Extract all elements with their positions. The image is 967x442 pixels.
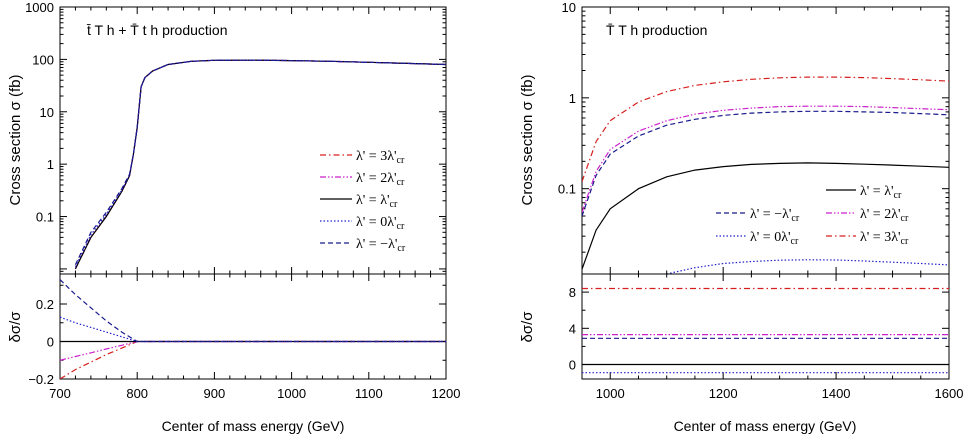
y-tick-label: 0.2 xyxy=(36,297,54,312)
legend-label-2: λ' = 2λ'cr xyxy=(860,207,909,224)
right-top-series-1 xyxy=(582,110,949,217)
right-top-series-4 xyxy=(582,76,949,182)
right-top-series-0 xyxy=(582,162,949,270)
right-figure: Cross section σ (fb) δσ/σ Center of mass… xyxy=(519,0,963,434)
legend-label-1: λ' = −λ'cr xyxy=(750,207,800,224)
legend-label-4: λ' = 3λ'cr xyxy=(860,230,909,247)
x-tick-label: 800 xyxy=(126,386,148,401)
x-tick-label: 900 xyxy=(204,386,226,401)
y-tick-label: 0.1 xyxy=(36,210,54,225)
left-figure: Cross section σ (fb) δσ/σ Center of mass… xyxy=(7,0,460,434)
right-y-axis-label-top: Cross section σ (fb) xyxy=(519,75,536,206)
left-bottom-series-1 xyxy=(60,340,446,361)
x-tick-label: 700 xyxy=(49,386,71,401)
legend-label-1: λ' = 2λ'cr xyxy=(356,171,405,188)
y-tick-label: 100 xyxy=(32,52,54,67)
y-tick-label: 10 xyxy=(40,105,54,120)
right-top-series xyxy=(582,76,949,274)
left-top-series xyxy=(74,59,446,270)
right-top-legend: λ' = λ'cr λ' = −λ'cr λ' = 2λ'cr λ' = 0λ'cr λ… xyxy=(716,184,909,247)
x-tick-label: 1000 xyxy=(277,386,306,401)
right-bottom-series xyxy=(582,287,949,374)
legend-label-0: λ' = λ'cr xyxy=(860,184,902,201)
right-top-panel: 10 1 0.1 T̄ T h production λ' = λ'cr λ' = −… xyxy=(558,0,950,275)
right-top-title: T̄ T h production xyxy=(606,22,707,38)
y-tick-label: 1 xyxy=(47,157,54,172)
right-bottom-ticks: 8 4 0 1000 1200 1400 1600 xyxy=(569,274,964,401)
y-tick-label: 1 xyxy=(569,91,576,106)
right-bottom-frame xyxy=(581,273,950,380)
y-tick-label: 0.1 xyxy=(558,182,576,197)
left-top-title: t̄ T h + T̄ t h production xyxy=(87,22,228,38)
right-top-series-2 xyxy=(582,105,949,213)
y-tick-label: 4 xyxy=(569,321,576,336)
left-top-panel: 1000 100 10 1 0.1 t̄ T h + T̄ t h production… xyxy=(25,0,447,275)
left-bottom-series xyxy=(60,279,446,379)
x-tick-label: 1200 xyxy=(709,386,738,401)
legend-label-0: λ' = 3λ'cr xyxy=(356,149,405,166)
left-y-axis-label-bottom: δσ/σ xyxy=(7,311,24,343)
legend-label-2: λ' = λ'cr xyxy=(356,193,398,210)
legend-label-3: λ' = 0λ'cr xyxy=(356,215,405,232)
left-y-axis-label-top: Cross section σ (fb) xyxy=(7,75,24,206)
left-top-legend: λ' = 3λ'cr λ' = 2λ'cr λ' = λ'cr λ' = 0λ'cr λ… xyxy=(320,149,406,254)
y-tick-label: 0 xyxy=(47,335,54,350)
y-tick-label: −0.2 xyxy=(28,372,54,387)
x-tick-label: 1100 xyxy=(355,386,383,401)
y-tick-label: 0 xyxy=(569,358,576,373)
left-top-frame xyxy=(59,6,447,275)
left-x-axis-label: Center of mass energy (GeV) xyxy=(162,418,345,434)
right-top-ticks: 10 1 0.1 xyxy=(558,0,950,274)
left-top-ticks: 1000 100 10 1 0.1 xyxy=(25,0,447,275)
right-y-axis-label-bottom: δσ/σ xyxy=(519,311,536,343)
left-bottom-series-4 xyxy=(60,279,446,343)
x-tick-label: 1600 xyxy=(935,386,964,401)
y-tick-label: 1000 xyxy=(25,0,54,15)
right-bottom-panel: 8 4 0 1000 1200 1400 1600 xyxy=(569,273,964,401)
left-bottom-frame xyxy=(59,273,447,380)
left-bottom-series-0 xyxy=(60,340,446,379)
right-x-axis-label: Center of mass energy (GeV) xyxy=(674,418,857,434)
x-tick-label: 1000 xyxy=(596,386,625,401)
legend-label-3: λ' = 0λ'cr xyxy=(750,230,799,247)
y-tick-label: 8 xyxy=(569,285,576,300)
x-tick-label: 1200 xyxy=(432,386,461,401)
y-tick-label: 10 xyxy=(562,0,576,15)
left-top-series-4 xyxy=(74,59,446,266)
x-tick-label: 1400 xyxy=(822,386,851,401)
legend-label-4: λ' = −λ'cr xyxy=(356,237,406,254)
